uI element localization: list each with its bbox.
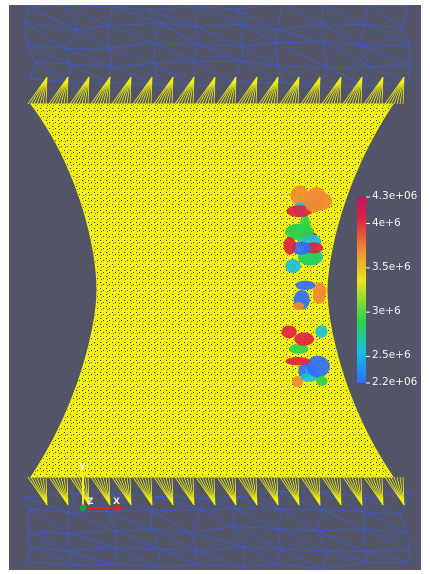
colorbar-label: 4e+6 (372, 216, 401, 229)
colorbar-label: 4.3e+06 (372, 190, 418, 202)
z-axis-dot (79, 504, 87, 512)
x-axis-arrow (117, 504, 123, 512)
orientation-axes-widget (79, 473, 123, 512)
mesh-scene[interactable] (9, 5, 421, 570)
specimen-mesh[interactable] (29, 103, 394, 478)
colorbar-label: 3e+6 (372, 305, 401, 318)
y-axis-label: Y (79, 463, 86, 473)
colorbar-ticks (366, 196, 370, 384)
z-axis-label: Z (87, 497, 94, 507)
colorbar-label: 3.5e+6 (372, 260, 411, 273)
bottom-grip-wireframe (23, 490, 413, 570)
x-axis-label: X (113, 497, 120, 507)
spring-connectors (27, 76, 405, 506)
top-grip-wireframe (24, 5, 411, 88)
stress-hotspots (281, 185, 333, 388)
colorbar-label: 2.2e+06 (372, 376, 418, 388)
colorbar-gradient (357, 197, 366, 383)
colorbar-label: 2.5e+6 (372, 349, 411, 362)
